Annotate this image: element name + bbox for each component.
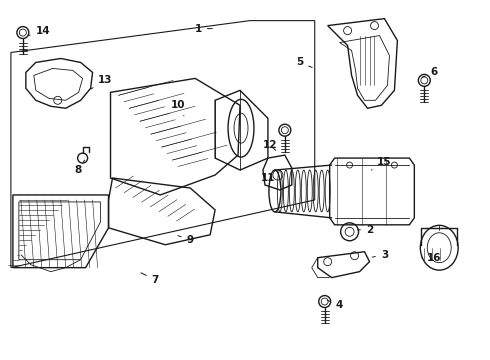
Text: 3: 3 <box>372 250 388 260</box>
Text: 6: 6 <box>422 67 438 77</box>
Text: 13: 13 <box>91 75 113 89</box>
Text: 1: 1 <box>195 24 212 33</box>
Text: 14: 14 <box>29 26 50 36</box>
Text: 15: 15 <box>371 157 392 170</box>
Text: 7: 7 <box>141 273 159 285</box>
Text: 16: 16 <box>421 253 441 263</box>
Text: 12: 12 <box>263 140 277 150</box>
Text: 9: 9 <box>178 235 194 245</box>
Text: 2: 2 <box>357 225 373 235</box>
Text: 4: 4 <box>327 300 343 310</box>
Text: 5: 5 <box>296 58 312 67</box>
Text: 11: 11 <box>261 170 275 183</box>
Text: 10: 10 <box>171 100 186 116</box>
Text: 8: 8 <box>74 160 85 175</box>
